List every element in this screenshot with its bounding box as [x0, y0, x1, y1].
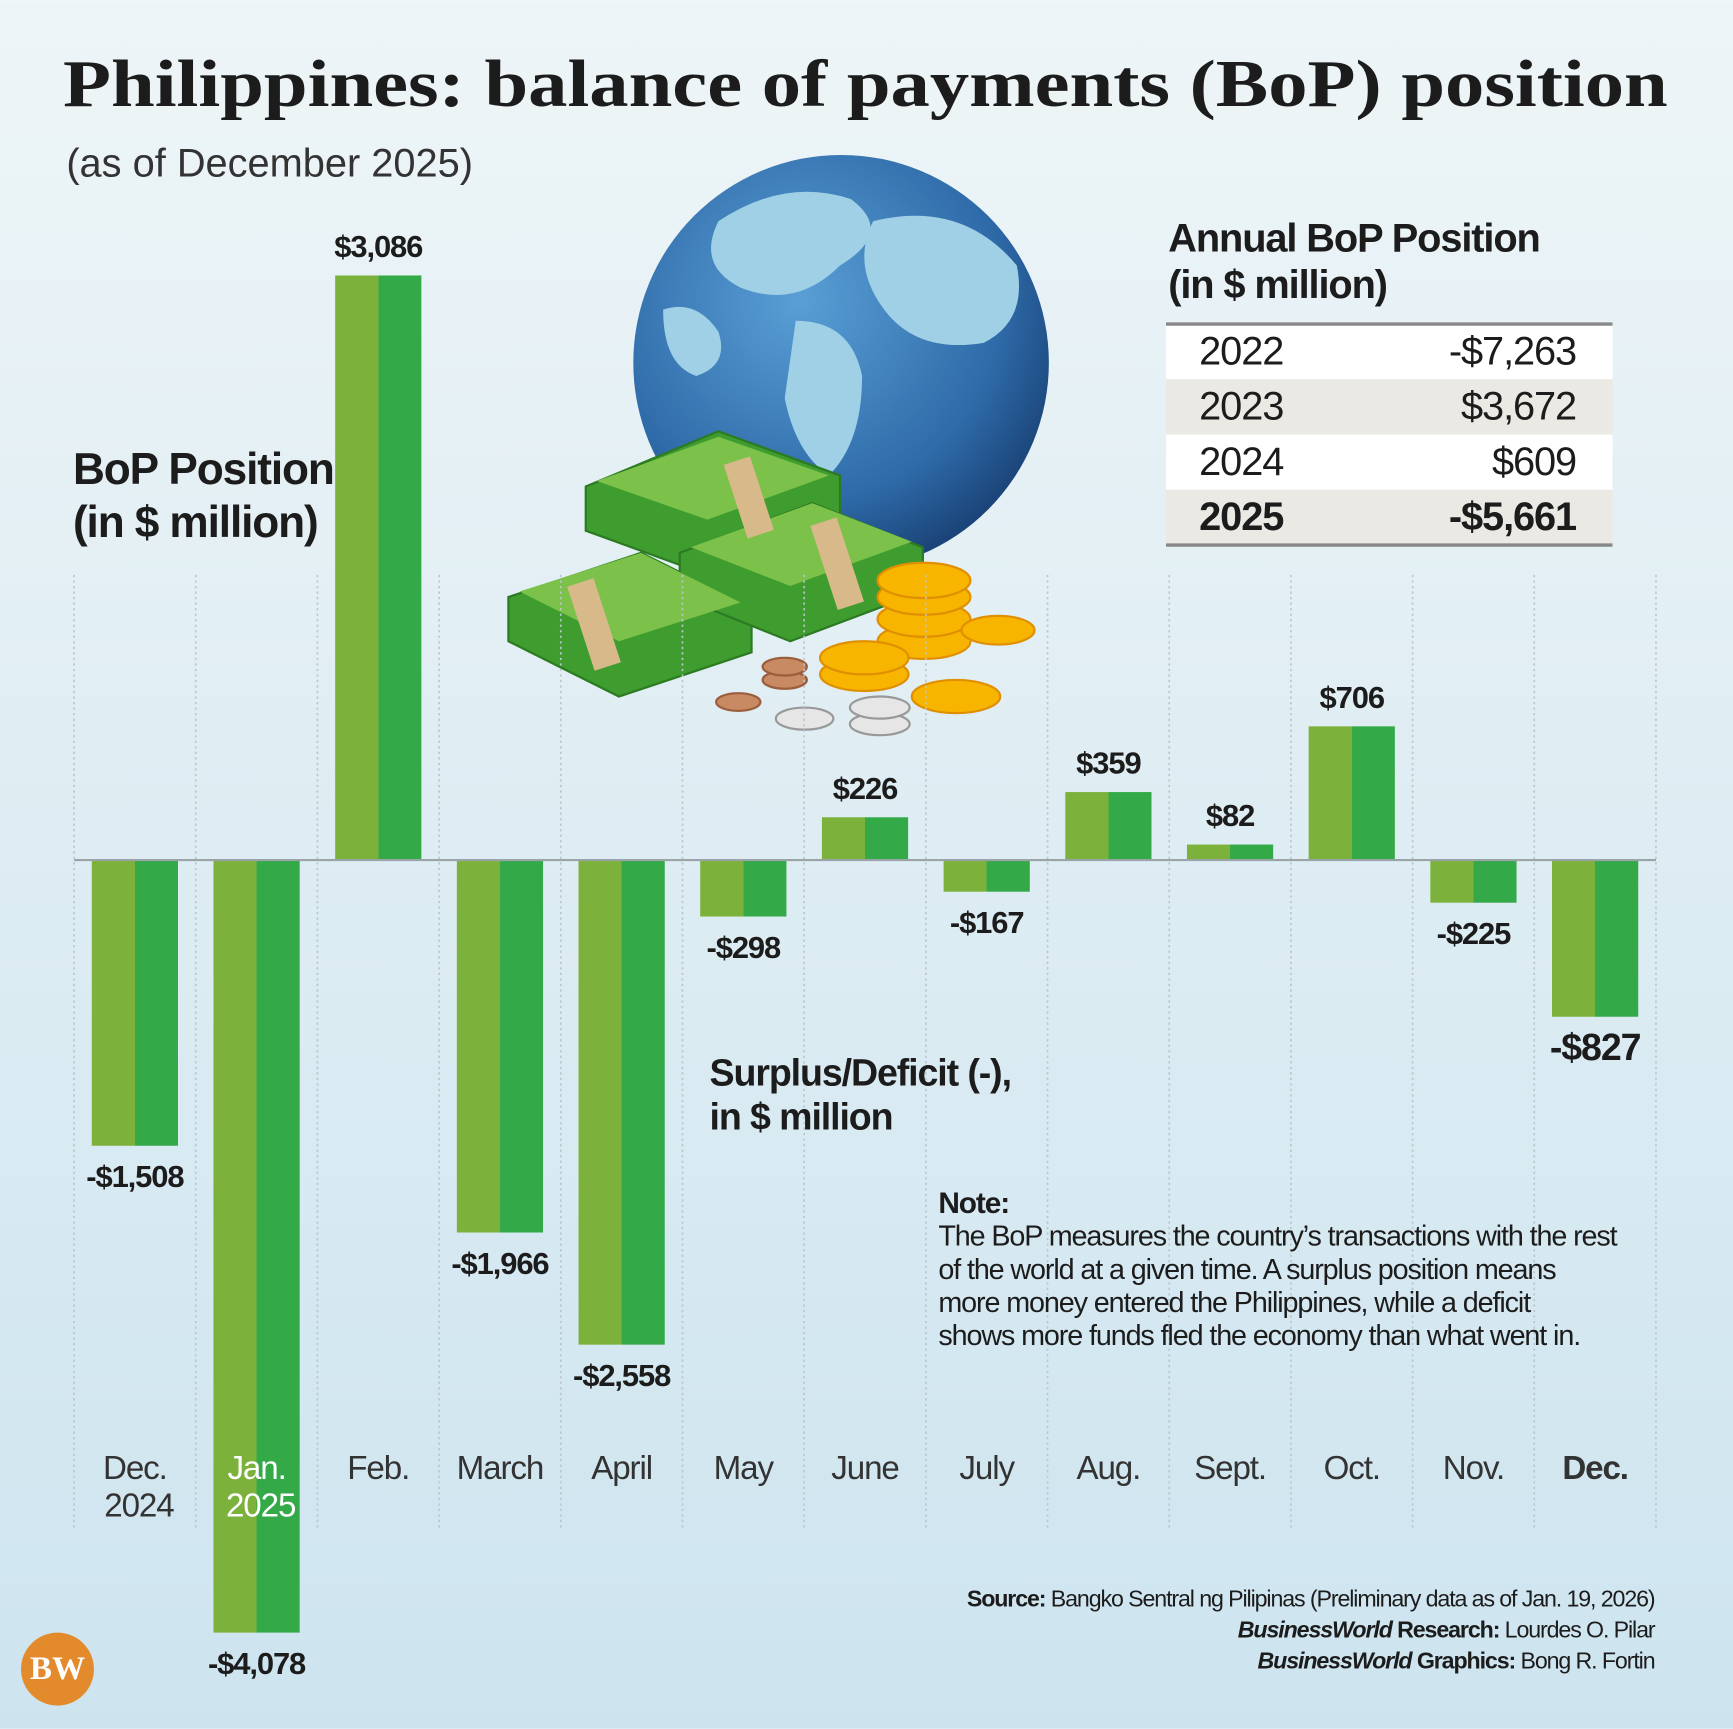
- x-tick-label: Sept.: [1194, 1450, 1266, 1487]
- table-year: 2023: [1199, 385, 1283, 429]
- note: Note:The BoP measures the country’s tran…: [938, 1187, 1618, 1352]
- x-tick-label: Nov.: [1443, 1450, 1504, 1487]
- logo-circle: [20, 1632, 94, 1706]
- x-tick-label: Dec.: [1562, 1450, 1628, 1487]
- bar: [335, 275, 422, 861]
- note-line: shows more funds fled the economy than w…: [938, 1320, 1580, 1352]
- table-row: [1166, 434, 1613, 490]
- credit: BusinessWorld Research: Lourdes O. Pilar: [1238, 1617, 1656, 1643]
- x-tick-label: April: [591, 1450, 652, 1487]
- credit-text: Lourdes O. Pilar: [1499, 1617, 1656, 1643]
- x-tick-label: May: [714, 1450, 775, 1487]
- bar: [213, 860, 300, 1633]
- x-tick-label: Dec. 2024: [96, 1450, 174, 1525]
- note-line: of the world at a given time. A surplus …: [938, 1254, 1556, 1286]
- axis-title-line: (in $ million): [73, 498, 318, 547]
- table-value: -$7,263: [1449, 329, 1576, 373]
- value-label: -$167: [950, 905, 1024, 940]
- x-tick-label: Jan. 2025: [218, 1450, 296, 1525]
- note-line: The BoP measures the country’s transacti…: [938, 1221, 1617, 1253]
- credit-text: Bangko Sentral ng Pilipinas (Preliminary…: [1045, 1586, 1654, 1612]
- bar: [1065, 792, 1152, 861]
- annual-table: Annual BoP Position(in $ million) 2022 -$7…: [1166, 217, 1613, 547]
- credit: BusinessWorld Graphics: Bong R. Fortin: [1258, 1648, 1655, 1674]
- table-year: 2022: [1199, 329, 1283, 373]
- table-year: 2024: [1199, 440, 1283, 484]
- table-title: Annual BoP Position: [1168, 217, 1540, 261]
- bar: [821, 817, 909, 861]
- credit-label: Graphics:: [1412, 1648, 1516, 1674]
- value-label: $706: [1320, 680, 1385, 715]
- credit: Source: Bangko Sentral ng Pilipinas (Pre…: [967, 1586, 1655, 1612]
- value-label: $226: [833, 771, 898, 806]
- value-label: -$1,508: [86, 1159, 184, 1194]
- bar: [578, 860, 665, 1345]
- credits: Source: Bangko Sentral ng Pilipinas (Pre…: [967, 1586, 1657, 1674]
- plot: -$1,508 Dec. 2024 -$4,078 Jan. 2025 $3,086 Fe…: [73, 229, 1657, 1681]
- bar: [91, 860, 178, 1146]
- value-label: -$225: [1437, 916, 1511, 951]
- credit-label-italic: BusinessWorld: [1238, 1617, 1394, 1643]
- bar: [1430, 860, 1517, 903]
- logo: BW: [30, 1650, 85, 1687]
- x-tick-label: March: [457, 1450, 544, 1487]
- table-row: [1166, 489, 1613, 546]
- table-value: $609: [1492, 440, 1576, 484]
- credit-label: Research:: [1392, 1617, 1500, 1643]
- note-label: Note:: [938, 1187, 1009, 1220]
- credit-text: Bong R. Fortin: [1515, 1648, 1655, 1674]
- x-tick-label: Oct.: [1324, 1450, 1380, 1487]
- value-label: -$4,078: [208, 1646, 306, 1681]
- axis-title: BoP Position (in $ million): [73, 445, 335, 547]
- legend-note: Surplus/Deficit (-), in $ million: [710, 1052, 1012, 1138]
- value-label: $3,086: [334, 229, 423, 264]
- credit-label: Source:: [967, 1586, 1046, 1612]
- table-value: $3,672: [1461, 385, 1576, 429]
- bar: [700, 860, 787, 917]
- axis-title-line: BoP Position: [73, 445, 334, 494]
- x-tick-label: Aug.: [1076, 1450, 1140, 1487]
- legend-note-line: in $ million: [710, 1096, 893, 1138]
- note-line: more money entered the Philippines, whil…: [938, 1287, 1531, 1319]
- value-label: $359: [1076, 746, 1141, 781]
- bar: [1552, 860, 1639, 1017]
- table-year: 2025: [1199, 495, 1284, 539]
- table-row: [1166, 324, 1613, 380]
- title: Philippines: balance of payments (BoP) p…: [63, 48, 1668, 121]
- value-label: -$2,558: [573, 1358, 671, 1393]
- x-tick-label: June: [831, 1450, 898, 1487]
- table-title: (in $ million): [1168, 263, 1387, 307]
- value-label: -$827: [1550, 1026, 1641, 1068]
- value-label: $82: [1206, 798, 1254, 833]
- bar: [1308, 726, 1395, 861]
- legend-note-line: Surplus/Deficit (-),: [710, 1052, 1011, 1094]
- table-row: [1166, 379, 1613, 435]
- table-value: -$5,661: [1449, 495, 1577, 539]
- bar: [1186, 844, 1274, 861]
- value-label: -$1,966: [451, 1246, 549, 1281]
- bar: [943, 860, 1030, 892]
- decor: [507, 154, 1049, 737]
- x-tick-label: Feb.: [347, 1450, 409, 1487]
- bar: [456, 860, 544, 1233]
- credit-label-italic: BusinessWorld: [1258, 1648, 1414, 1674]
- x-tick-label: July: [959, 1450, 1015, 1487]
- value-label: -$298: [707, 930, 781, 965]
- subtitle: (as of December 2025): [66, 142, 473, 186]
